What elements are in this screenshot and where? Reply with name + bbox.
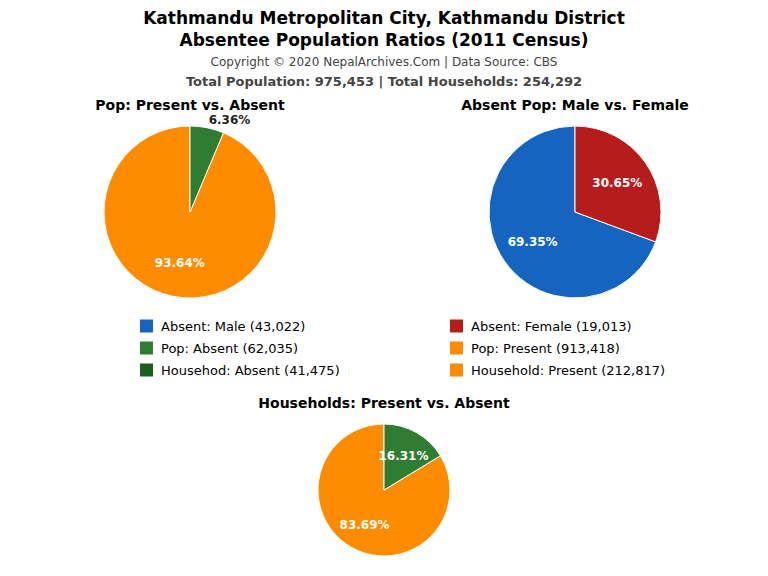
legend-swatch (450, 320, 463, 333)
legend-item: Househod: Absent (41,475) (140, 363, 340, 378)
data-label: 30.65% (592, 176, 642, 190)
legend-label: Househod: Absent (41,475) (161, 363, 340, 378)
annotation: Total Population: 975,453 | Total Househ… (186, 74, 582, 89)
legend-label: Absent: Male (43,022) (161, 319, 305, 334)
legend-label: Absent: Female (19,013) (471, 319, 632, 334)
legend-item: Absent: Female (19,013) (450, 319, 632, 334)
legend-swatch (140, 364, 153, 377)
pie-slice (575, 126, 661, 242)
legend-label: Pop: Absent (62,035) (161, 341, 298, 356)
data-label: 93.64% (155, 256, 205, 270)
slices (489, 126, 661, 298)
data-labels: 69.35% 30.65% (508, 176, 643, 249)
data-label: 69.35% (508, 235, 558, 249)
legend-swatch (140, 342, 153, 355)
title: Kathmandu Metropolitan City, Kathmandu D… (143, 8, 625, 28)
legend-swatch (450, 342, 463, 355)
legend-item: Household: Present (212,817) (450, 363, 665, 378)
slices (318, 424, 450, 556)
annotation: Copyright © 2020 NepalArchives.Com | Dat… (211, 55, 558, 69)
data-label: 16.31% (378, 449, 428, 463)
pie-chart: 93.64% 6.36% (104, 113, 276, 298)
legend-swatch (140, 320, 153, 333)
data-label: 83.69% (340, 518, 390, 532)
slices (104, 126, 276, 298)
pie-chart: 83.69% 16.31% (318, 424, 450, 556)
legend-swatch (450, 364, 463, 377)
legend-item: Pop: Absent (62,035) (140, 341, 298, 356)
pie-chart: 69.35% 30.65% (489, 126, 661, 298)
pie-slice (318, 424, 450, 556)
pie-slice (190, 126, 223, 212)
legend-item: Absent: Male (43,022) (140, 319, 305, 334)
data-labels: 83.69% 16.31% (340, 449, 429, 532)
chart-title: Absent Pop: Male vs. Female (461, 97, 689, 113)
legend-item: Pop: Present (913,418) (450, 341, 620, 356)
chart-title: Households: Present vs. Absent (258, 395, 510, 411)
chart-title: Pop: Present vs. Absent (95, 97, 285, 113)
pie-slice (104, 126, 276, 298)
legend-label: Household: Present (212,817) (471, 363, 665, 378)
legend-label: Pop: Present (913,418) (471, 341, 620, 356)
data-label: 6.36% (209, 113, 251, 127)
data-labels: 93.64% 6.36% (155, 113, 251, 270)
subtitle: Absentee Population Ratios (2011 Census) (180, 30, 589, 50)
legend: Absent: Male (43,022) Absent: Female (19,… (140, 319, 665, 378)
chart-root: Kathmandu Metropolitan City, Kathmandu D… (0, 0, 768, 576)
